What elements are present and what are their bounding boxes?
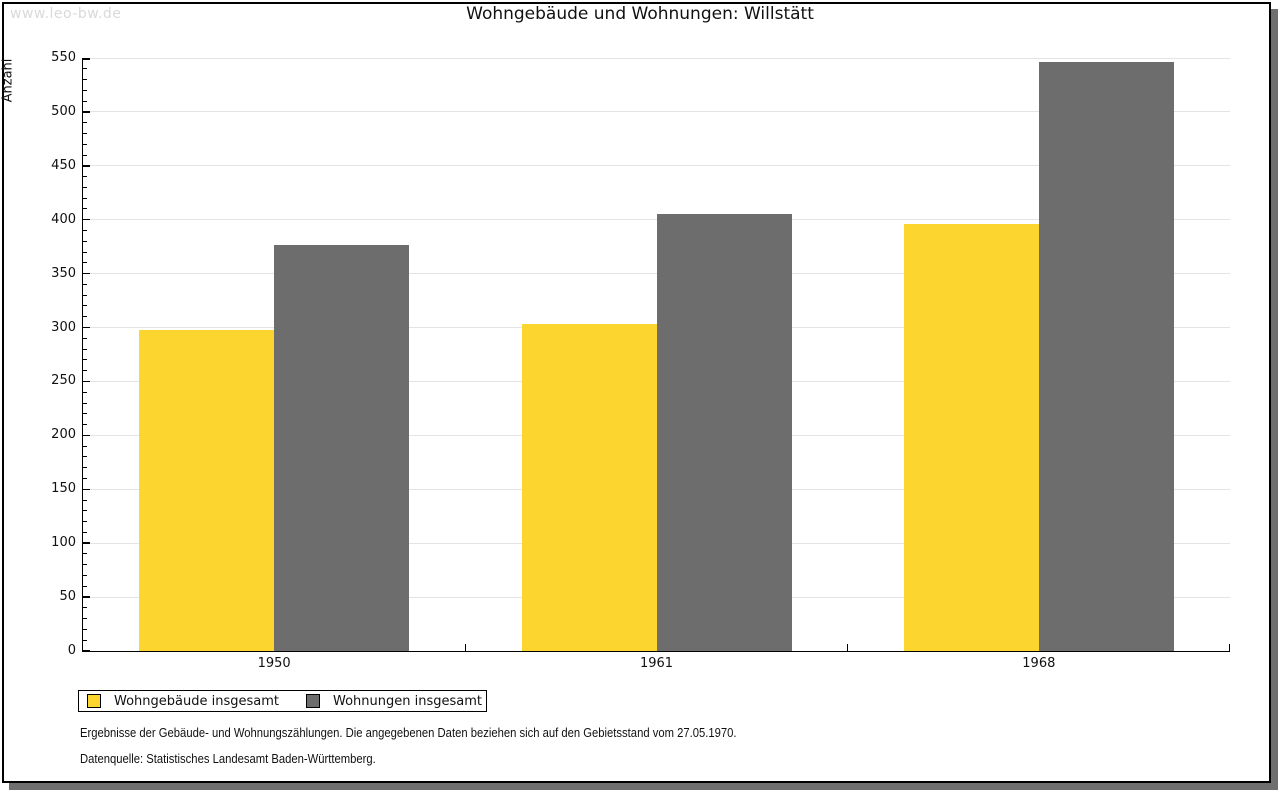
- y-minor-tick: [83, 240, 87, 242]
- x-tick-label-1968: 1968: [1022, 656, 1056, 671]
- y-minor-tick: [83, 197, 87, 199]
- y-minor-tick: [83, 585, 87, 587]
- bar-wohngebaeude-1961: [521, 324, 657, 651]
- y-minor-tick: [83, 251, 87, 253]
- y-minor-tick: [83, 402, 87, 404]
- y-minor-tick: [83, 294, 87, 296]
- y-major-tick-350: [83, 272, 90, 275]
- y-minor-tick: [83, 208, 87, 210]
- y-minor-tick: [83, 305, 87, 307]
- y-major-tick-550: [83, 58, 90, 60]
- y-tick-label-300: 300: [51, 319, 76, 335]
- y-minor-tick: [83, 628, 87, 630]
- y-major-tick-450: [83, 165, 90, 167]
- y-minor-tick: [83, 100, 87, 102]
- y-minor-tick: [83, 143, 87, 145]
- y-minor-tick: [83, 618, 87, 620]
- y-tick-label-0: 0: [67, 643, 76, 658]
- gridline-500: [83, 111, 1230, 113]
- y-minor-tick: [83, 132, 87, 134]
- y-minor-tick: [83, 575, 87, 577]
- y-major-tick-250: [83, 380, 90, 383]
- legend-item-wohngebaeude: Wohngebäude insgesamt: [87, 691, 279, 711]
- y-minor-tick: [83, 413, 87, 415]
- y-minor-tick: [83, 359, 87, 361]
- y-minor-tick: [83, 283, 87, 285]
- y-major-tick-400: [83, 218, 90, 221]
- y-minor-tick: [83, 639, 87, 641]
- y-minor-tick: [83, 531, 87, 533]
- bar-wohnungen-1950: [274, 244, 410, 651]
- y-minor-tick: [83, 316, 87, 318]
- x-tick-label-1961: 1961: [639, 656, 674, 671]
- y-tick-label-250: 250: [51, 373, 76, 389]
- y-minor-tick: [83, 154, 87, 156]
- y-tick-label-550: 550: [51, 50, 76, 65]
- bar-wohngebaeude-1950: [139, 329, 275, 651]
- y-minor-tick: [83, 79, 87, 81]
- x-end-tick: [1228, 644, 1230, 651]
- y-minor-tick: [83, 467, 87, 469]
- legend-label: Wohngebäude insgesamt: [114, 693, 279, 709]
- y-tick-label-200: 200: [51, 427, 76, 443]
- gray-legend-swatch: [306, 694, 320, 708]
- y-major-tick-0: [83, 650, 90, 652]
- legend-label: Wohnungen insgesamt: [333, 693, 482, 709]
- y-minor-tick: [83, 89, 87, 91]
- y-minor-tick: [83, 176, 87, 178]
- y-tick-label-450: 450: [51, 157, 76, 173]
- x-boundary-tick: [846, 644, 849, 651]
- y-minor-tick: [83, 391, 87, 393]
- y-minor-tick: [83, 553, 87, 555]
- y-tick-label-350: 350: [51, 265, 76, 281]
- y-major-tick-300: [83, 326, 90, 329]
- footer-note: Ergebnisse der Gebäude- und Wohnungszähl…: [80, 726, 737, 740]
- bar-wohnungen-1968: [1038, 62, 1174, 651]
- y-minor-tick: [83, 262, 87, 264]
- y-minor-tick: [83, 186, 87, 188]
- y-major-tick-150: [83, 488, 90, 491]
- y-major-tick-500: [83, 111, 90, 113]
- y-minor-tick: [83, 456, 87, 458]
- y-minor-tick: [83, 477, 87, 479]
- legend-item-wohnungen: Wohnungen insgesamt: [306, 691, 482, 711]
- y-minor-tick: [83, 607, 87, 609]
- y-tick-label-100: 100: [51, 535, 76, 551]
- chart-title: Wohngebäude und Wohnungen: Willstätt: [466, 4, 814, 24]
- bar-wohngebaeude-1968: [903, 224, 1039, 651]
- y-major-tick-100: [83, 542, 90, 544]
- y-minor-tick: [83, 337, 87, 339]
- y-minor-tick: [83, 521, 87, 523]
- y-minor-tick: [83, 445, 87, 447]
- y-tick-label-50: 50: [59, 589, 76, 605]
- y-tick-label-500: 500: [51, 103, 76, 119]
- y-tick-label-150: 150: [51, 481, 76, 497]
- y-minor-tick: [83, 424, 87, 426]
- x-tick-label-1950: 1950: [257, 656, 291, 671]
- y-minor-tick: [83, 230, 87, 231]
- y-major-tick-50: [83, 596, 90, 598]
- gridline-550: [83, 57, 1230, 59]
- y-minor-tick: [83, 370, 87, 372]
- y-minor-tick: [83, 499, 87, 501]
- gridline-450: [83, 165, 1230, 167]
- y-minor-tick: [83, 348, 87, 350]
- y-minor-tick: [83, 68, 87, 70]
- bar-wohnungen-1961: [656, 214, 792, 651]
- y-minor-tick: [83, 510, 87, 512]
- y-tick-label-400: 400: [51, 211, 76, 227]
- yellow-legend-swatch: [87, 694, 101, 708]
- y-minor-tick: [83, 122, 87, 124]
- y-major-tick-200: [83, 434, 90, 437]
- watermark: www.leo-bw.de: [10, 6, 122, 22]
- footer-source: Datenquelle: Statistisches Landesamt Bad…: [80, 752, 376, 766]
- y-axis-label: Anzahl: [0, 58, 16, 103]
- plot-area: 0 50 100 150 200 250 300 350 400 450 500 550 1950 196…: [51, 50, 1230, 671]
- legend-box: Wohngebäude insgesamt Wohnungen insgesamt: [78, 690, 487, 712]
- y-minor-tick: [83, 564, 87, 566]
- x-boundary-tick: [464, 644, 467, 651]
